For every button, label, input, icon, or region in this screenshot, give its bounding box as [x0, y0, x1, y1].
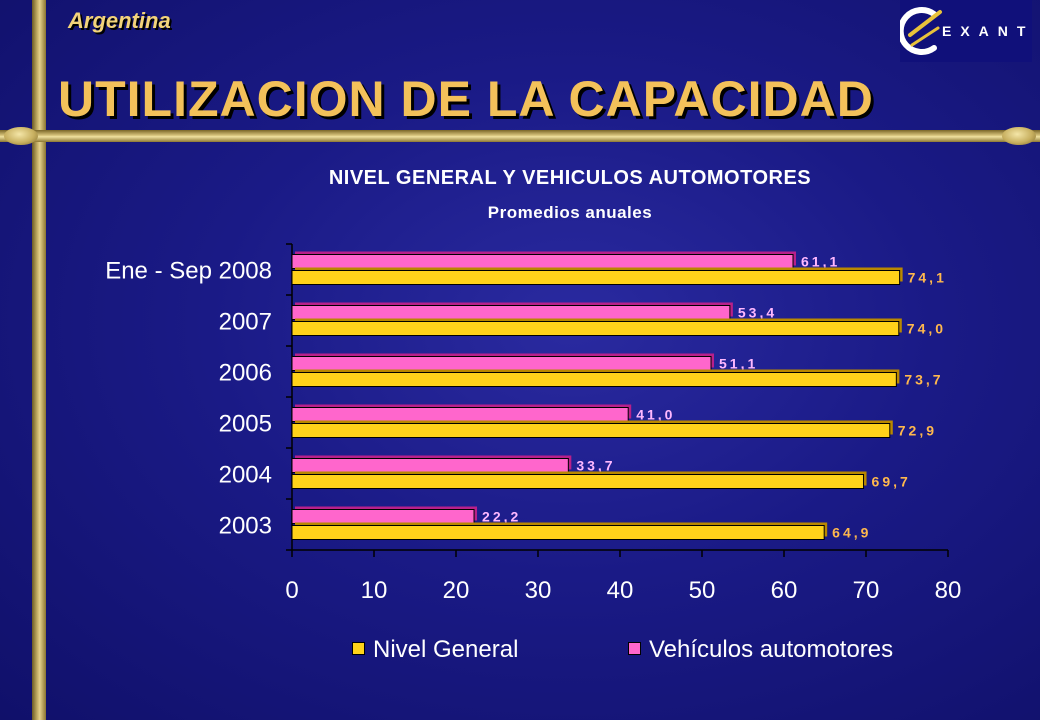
y-tick-label: Ene - Sep 2008: [105, 258, 272, 285]
data-label: 61,1: [801, 254, 840, 270]
bar-vehiculos: [291, 509, 475, 524]
data-label: 51,1: [719, 356, 758, 372]
bar-nivel-general: [291, 474, 865, 489]
x-tick-label: 10: [361, 577, 388, 604]
exante-logo: EXANTE: [897, 0, 1040, 62]
bar-nivel-general: [291, 321, 900, 336]
y-tick-label: 2005: [219, 411, 272, 438]
data-label: 73,7: [904, 372, 943, 388]
data-label: 69,7: [872, 474, 911, 490]
bar-nivel-general: [291, 372, 897, 387]
gold-horizontal-rule: [0, 127, 1040, 145]
y-tick-label: 2003: [219, 513, 272, 540]
legend-swatch-vehiculos: [628, 642, 641, 656]
bar-vehiculos: [291, 407, 629, 422]
bar-nivel-general: [291, 423, 891, 438]
bar-vehiculos: [291, 356, 712, 371]
legend-label-vehiculos: Vehículos automotores: [649, 636, 894, 663]
bar-vehiculos: [291, 305, 731, 320]
bar-nivel-general: [291, 270, 901, 285]
svg-text:EXANTE: EXANTE: [942, 23, 1032, 39]
gold-vertical-rule: [32, 0, 46, 720]
x-tick-label: 30: [525, 577, 552, 604]
legend-item-nivel-general: Nivel General: [352, 636, 518, 664]
legend-swatch-nivel-general: [352, 642, 365, 656]
x-tick-label: 80: [935, 577, 962, 604]
page-title: UTILIZACION DE LA CAPACIDAD: [58, 71, 874, 127]
data-label: 72,9: [898, 423, 937, 439]
x-tick-label: 20: [443, 577, 470, 604]
legend-item-vehiculos: Vehículos automotores: [628, 636, 893, 664]
data-label: 33,7: [576, 458, 615, 474]
data-label: 22,2: [482, 509, 521, 525]
x-tick-label: 50: [689, 577, 716, 604]
country-label: Argentina: [68, 8, 171, 33]
data-label: 64,9: [832, 525, 871, 541]
y-tick-label: 2006: [219, 360, 272, 387]
data-label: 74,0: [907, 321, 946, 337]
bar-vehiculos: [291, 458, 569, 473]
x-tick-label: 70: [853, 577, 880, 604]
chart-subtitle: Promedios anuales: [487, 203, 653, 222]
data-label: 41,0: [636, 407, 675, 423]
y-tick-label: 2004: [219, 462, 272, 489]
data-label: 53,4: [738, 305, 777, 321]
x-tick-label: 60: [771, 577, 798, 604]
legend-label-nivel-general: Nivel General: [373, 636, 519, 663]
bar-vehiculos: [291, 254, 794, 269]
chart-title: NIVEL GENERAL Y VEHICULOS AUTOMOTORES: [328, 167, 812, 189]
data-label: 74,1: [908, 270, 947, 286]
x-tick-label: 0: [285, 577, 298, 604]
y-tick-label: 2007: [219, 309, 272, 336]
x-tick-label: 40: [607, 577, 634, 604]
bar-nivel-general: [291, 525, 825, 540]
